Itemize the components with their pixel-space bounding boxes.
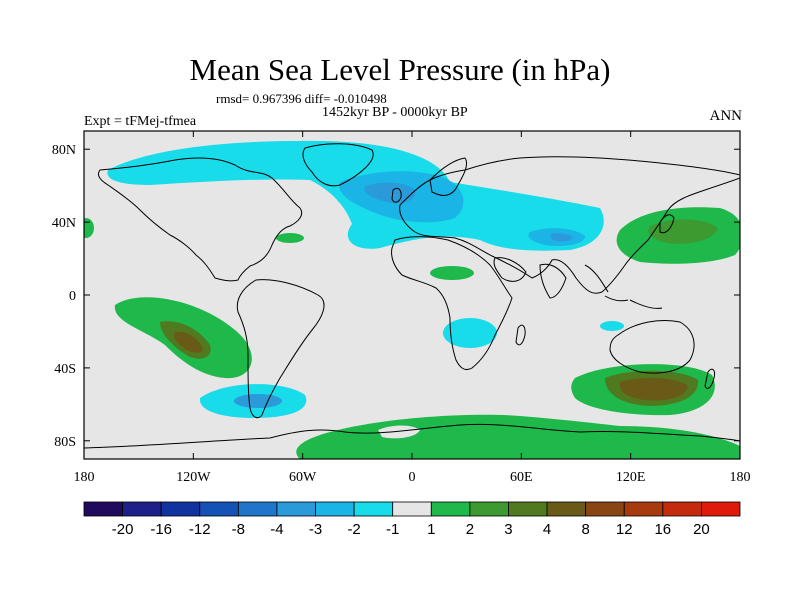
colorbar-swatch	[585, 501, 625, 517]
anomaly-south-africa	[443, 318, 497, 348]
colorbar-swatch	[276, 501, 316, 517]
anomaly-atlantic-patch	[276, 233, 304, 243]
x-tick-label: 120E	[616, 470, 646, 485]
colorbar-label: 12	[616, 521, 633, 538]
colorbar-swatch	[430, 501, 471, 517]
colorbar-label: 2	[466, 521, 474, 538]
anomaly-west-atlantic-edge	[84, 218, 94, 238]
x-axis: 180 120W 60W 0 60E 120E 180	[74, 131, 751, 485]
anomaly-sahara-patch	[430, 266, 474, 280]
y-axis: 80N 40N 0 40S 80S	[52, 143, 740, 450]
coastlines	[84, 143, 740, 449]
coast-india	[539, 263, 567, 299]
colorbar-label: -8	[232, 521, 245, 538]
colorbar-swatch	[508, 501, 548, 517]
colorbar-swatch	[199, 501, 239, 517]
colorbar-label: -12	[189, 521, 211, 538]
period-label: 1452kyr BP - 0000kyr BP	[322, 105, 468, 120]
coast-arabia	[493, 257, 527, 282]
colorbar-label: -1	[386, 521, 399, 538]
colorbar-swatch	[237, 501, 278, 517]
y-tick-label: 80S	[54, 435, 76, 450]
coast-antarctica	[84, 423, 740, 449]
x-tick-label: 0	[409, 470, 416, 485]
x-tick-label: 60E	[510, 470, 533, 485]
x-tick-label: 120W	[176, 470, 211, 485]
map-panel	[83, 130, 741, 460]
colorbar-label: 8	[581, 521, 589, 538]
colorbar-swatch	[546, 501, 587, 517]
colorbar-swatch	[353, 501, 394, 517]
anomaly-north-strong	[364, 182, 416, 204]
coast-new-zealand	[704, 368, 715, 389]
colorbar-swatch	[701, 501, 741, 517]
anomaly-antarctic-gap	[378, 425, 420, 439]
x-tick-label: 180	[74, 470, 95, 485]
coast-british-isles	[391, 187, 402, 203]
coast-north-america	[97, 157, 303, 282]
coast-southeast-asia	[584, 264, 663, 309]
y-tick-label: 0	[69, 289, 76, 304]
stats-label: rmsd= 0.967396 diff= -0.010498	[216, 91, 387, 106]
colorbar-label: 3	[504, 521, 512, 538]
coast-australia	[609, 320, 695, 374]
map-title: Mean Sea Level Pressure (in hPa)	[189, 52, 611, 87]
colorbar-swatch	[122, 501, 162, 517]
colorbar-label: 1	[427, 521, 435, 538]
y-tick-label: 40N	[52, 216, 76, 231]
coast-greenland	[302, 143, 374, 187]
colorbar-label: 20	[693, 521, 710, 538]
colorbar: -20 -16 -12 -8 -4 -3 -2 -1 1 2 3 4 8 12 16 20	[83, 501, 741, 538]
anomaly-north-pacific-core	[648, 219, 718, 244]
anomaly-madagascar-patch	[600, 321, 624, 331]
colorbar-label: -3	[309, 521, 322, 538]
colorbar-swatch	[315, 501, 355, 517]
colorbar-swatch	[160, 501, 201, 517]
colorbar-swatch	[469, 501, 509, 517]
x-tick-label: 180	[730, 470, 751, 485]
colorbar-swatch	[392, 501, 432, 517]
anomaly-asia-strong	[550, 233, 573, 242]
colorbar-label: 16	[654, 521, 671, 538]
season-label: ANN	[709, 108, 743, 124]
coast-africa	[391, 236, 513, 371]
colorbar-swatch	[83, 501, 123, 517]
colorbar-swatch	[662, 501, 702, 517]
colorbar-label: -20	[112, 521, 134, 538]
coast-south-america	[236, 279, 325, 419]
colorbar-swatch	[623, 501, 664, 517]
anomaly-south-indian-core	[619, 377, 688, 401]
x-tick-label: 60W	[289, 470, 317, 485]
y-tick-label: 80N	[52, 143, 76, 158]
anomaly-south-pacific-core	[173, 331, 203, 353]
colorbar-label: -16	[150, 521, 172, 538]
coast-scandinavia	[429, 157, 468, 196]
y-tick-label: 40S	[54, 362, 76, 377]
experiment-label: Expt = tFMej-tfmea	[84, 114, 197, 129]
colorbar-label: -2	[347, 521, 360, 538]
coast-japan	[659, 214, 675, 234]
colorbar-label: -4	[270, 521, 283, 538]
anomaly-south-america-low-core	[234, 394, 282, 408]
coast-madagascar	[515, 324, 526, 346]
colorbar-label: 4	[543, 521, 551, 538]
